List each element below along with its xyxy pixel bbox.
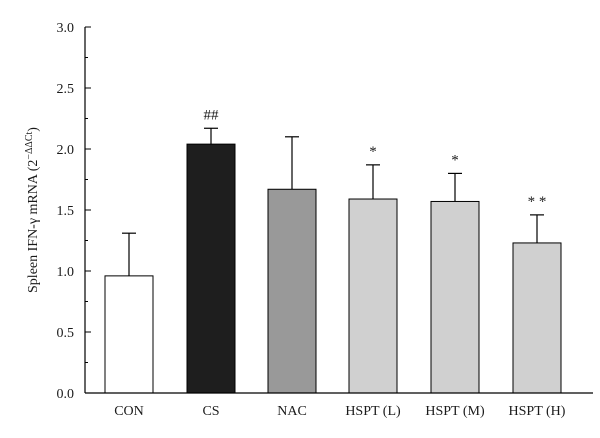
error-bar [366,164,380,200]
y-tick-label: 1.0 [57,265,75,280]
x-tick-labels: CON CS NAC HSPT (L) HSPT (M) HSPT (H) [114,404,566,419]
y-tick-label: 2.0 [57,143,75,158]
significance-mark: ## [204,107,220,123]
x-tick-label: HSPT (H) [509,404,566,419]
y-tick-label: 1.5 [57,204,75,219]
y-tick-label: 2.5 [57,82,75,97]
y-tick-label: 3.0 [57,21,75,36]
y-axis-label: Spleen IFN-γ mRNA (2−ΔΔCt) [24,127,42,293]
bar [430,200,480,394]
error-bar [530,214,544,243]
y-ticks: 0.0 0.5 1.0 1.5 2.0 2.5 3.0 [57,21,91,402]
bars-layer [104,143,562,394]
error-bar [448,172,462,202]
significance-mark: * * [528,194,547,210]
error-bars-layer [122,127,544,276]
significance-mark: * [451,152,459,168]
x-tick-label: CS [202,404,219,419]
bar [348,198,398,394]
x-tick-label: HSPT (M) [425,404,485,419]
bar [104,275,154,394]
bar [267,188,317,394]
y-tick-label: 0.5 [57,326,75,341]
bar [512,242,562,394]
significance-mark: * [369,144,377,160]
bar [186,143,236,394]
significance-marks: ## * * * * [204,107,547,210]
x-tick-label: NAC [277,404,307,419]
error-bar [285,136,299,190]
x-tick-label: CON [114,404,144,419]
x-tick-label: HSPT (L) [345,404,401,419]
error-bar [204,127,218,145]
y-tick-label: 0.0 [57,387,75,402]
error-bar [122,232,136,276]
